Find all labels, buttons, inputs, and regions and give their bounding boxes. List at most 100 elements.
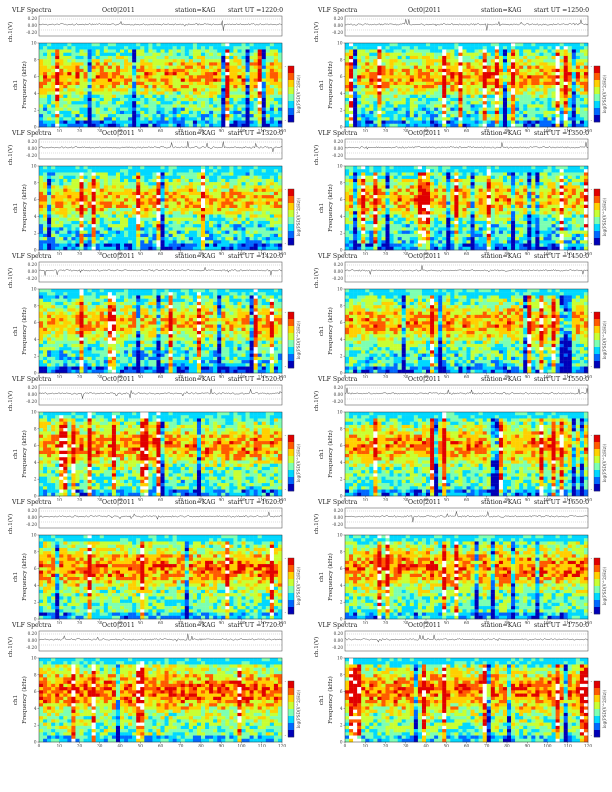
- heatmap-cell: [442, 65, 447, 70]
- heatmap-cell: [345, 52, 350, 57]
- heatmap-cell: [83, 68, 88, 73]
- heatmap-cell: [124, 217, 129, 222]
- heatmap-cell: [229, 114, 234, 118]
- heatmap-cell: [430, 107, 435, 112]
- heatmap-cell: [128, 114, 133, 118]
- heatmap-cell: [83, 175, 88, 180]
- heatmap-cell: [176, 97, 181, 102]
- heatmap-cell: [95, 220, 100, 225]
- heatmap-cell: [446, 107, 451, 112]
- heatmap-cell: [482, 101, 487, 105]
- heatmap-cell: [261, 220, 266, 225]
- heatmap-cell: [345, 117, 350, 121]
- heatmap-cell: [160, 52, 165, 57]
- heatmap-cell: [107, 230, 113, 235]
- heatmap-cell: [523, 49, 528, 53]
- heatmap-cell: [132, 211, 137, 215]
- heatmap-cell: [397, 91, 402, 95]
- heatmap-cell: [180, 217, 185, 222]
- heatmap-cell: [442, 75, 447, 79]
- heatmap-cell: [209, 169, 214, 173]
- heatmap-cell: [156, 88, 161, 92]
- heatmap-cell: [103, 208, 109, 212]
- heatmap-cell: [99, 230, 104, 235]
- heatmap-cell: [184, 52, 190, 57]
- heatmap-cell: [115, 166, 121, 170]
- heatmap-cell: [409, 123, 415, 128]
- heatmap-cell: [265, 166, 271, 170]
- heatmap-cell: [393, 101, 398, 105]
- heatmap-cell: [172, 46, 177, 50]
- heatmap-cell: [237, 195, 242, 199]
- heatmap-cell: [357, 120, 362, 124]
- heatmap-cell: [245, 75, 250, 79]
- heatmap-cell: [209, 243, 214, 247]
- heatmap-cell: [438, 49, 443, 53]
- heatmap-cell: [75, 104, 80, 108]
- heatmap-cell: [377, 117, 382, 121]
- heatmap-cell: [180, 72, 185, 76]
- heatmap-cell: [140, 120, 145, 124]
- colorbar-frame: [287, 65, 295, 123]
- heatmap-cell: [237, 107, 242, 112]
- heatmap-cell: [273, 233, 279, 238]
- heatmap-cell: [385, 101, 390, 105]
- heatmap-cell: [401, 123, 406, 128]
- heatmap-cell: [265, 65, 271, 70]
- colorbar-tick: -: [285, 118, 287, 123]
- heatmap-cell: [75, 52, 80, 57]
- heatmap-cell: [176, 230, 181, 235]
- y-tick-label: 10: [31, 164, 37, 169]
- heatmap-cell: [103, 49, 109, 53]
- heatmap-cell: [462, 94, 467, 99]
- heatmap-cell: [87, 195, 92, 199]
- heatmap-cell: [79, 220, 84, 225]
- heatmap-cell: [438, 107, 443, 112]
- heatmap-cell: [59, 46, 64, 50]
- heatmap-cell: [583, 94, 589, 99]
- heatmap-cell: [124, 243, 129, 247]
- heatmap-cell: [430, 75, 435, 79]
- heatmap-cell: [103, 75, 109, 79]
- x-tick-label: 100: [238, 252, 246, 256]
- heatmap-cell: [470, 91, 475, 95]
- heatmap-cell: [365, 55, 370, 60]
- heatmap-cell: [59, 78, 64, 82]
- heatmap-cell: [160, 227, 165, 231]
- heatmap-cell: [245, 49, 250, 53]
- colorbar-swatch: [594, 73, 600, 81]
- heatmap-cell: [430, 85, 435, 89]
- heatmap-cell: [136, 91, 141, 95]
- heatmap-cell: [75, 243, 80, 247]
- heatmap-cell: [140, 230, 145, 235]
- heatmap-cell: [144, 72, 149, 76]
- heatmap-cell: [277, 233, 283, 238]
- heatmap-cell: [83, 166, 88, 170]
- heatmap-cell: [180, 185, 185, 189]
- heatmap-cell: [172, 178, 177, 183]
- heatmap-cell: [168, 240, 173, 244]
- heatmap-cell: [273, 220, 279, 225]
- heatmap-cell: [152, 117, 157, 121]
- heatmap-cell: [71, 110, 76, 115]
- heatmap-cell: [209, 178, 214, 183]
- heatmap-cell: [563, 91, 568, 95]
- heatmap-cell: [103, 120, 109, 124]
- heatmap-cell: [401, 91, 406, 95]
- heatmap-cell: [361, 55, 366, 60]
- x-tick-label: 60: [158, 252, 164, 256]
- heatmap-cell: [583, 59, 589, 63]
- heatmap-cell: [201, 65, 206, 70]
- heatmap-cell: [373, 62, 378, 66]
- heatmap-cell: [401, 81, 406, 86]
- heatmap-cell: [385, 65, 390, 70]
- heatmap-cell: [144, 211, 149, 215]
- heatmap-cell: [571, 62, 577, 66]
- heatmap-cell: [136, 59, 141, 63]
- heatmap-cell: [132, 224, 137, 228]
- heatmap-cell: [128, 220, 133, 225]
- heatmap-cell: [515, 166, 520, 170]
- heatmap-cell: [120, 195, 125, 199]
- heatmap-cell: [426, 43, 431, 47]
- heatmap-cell: [490, 46, 496, 50]
